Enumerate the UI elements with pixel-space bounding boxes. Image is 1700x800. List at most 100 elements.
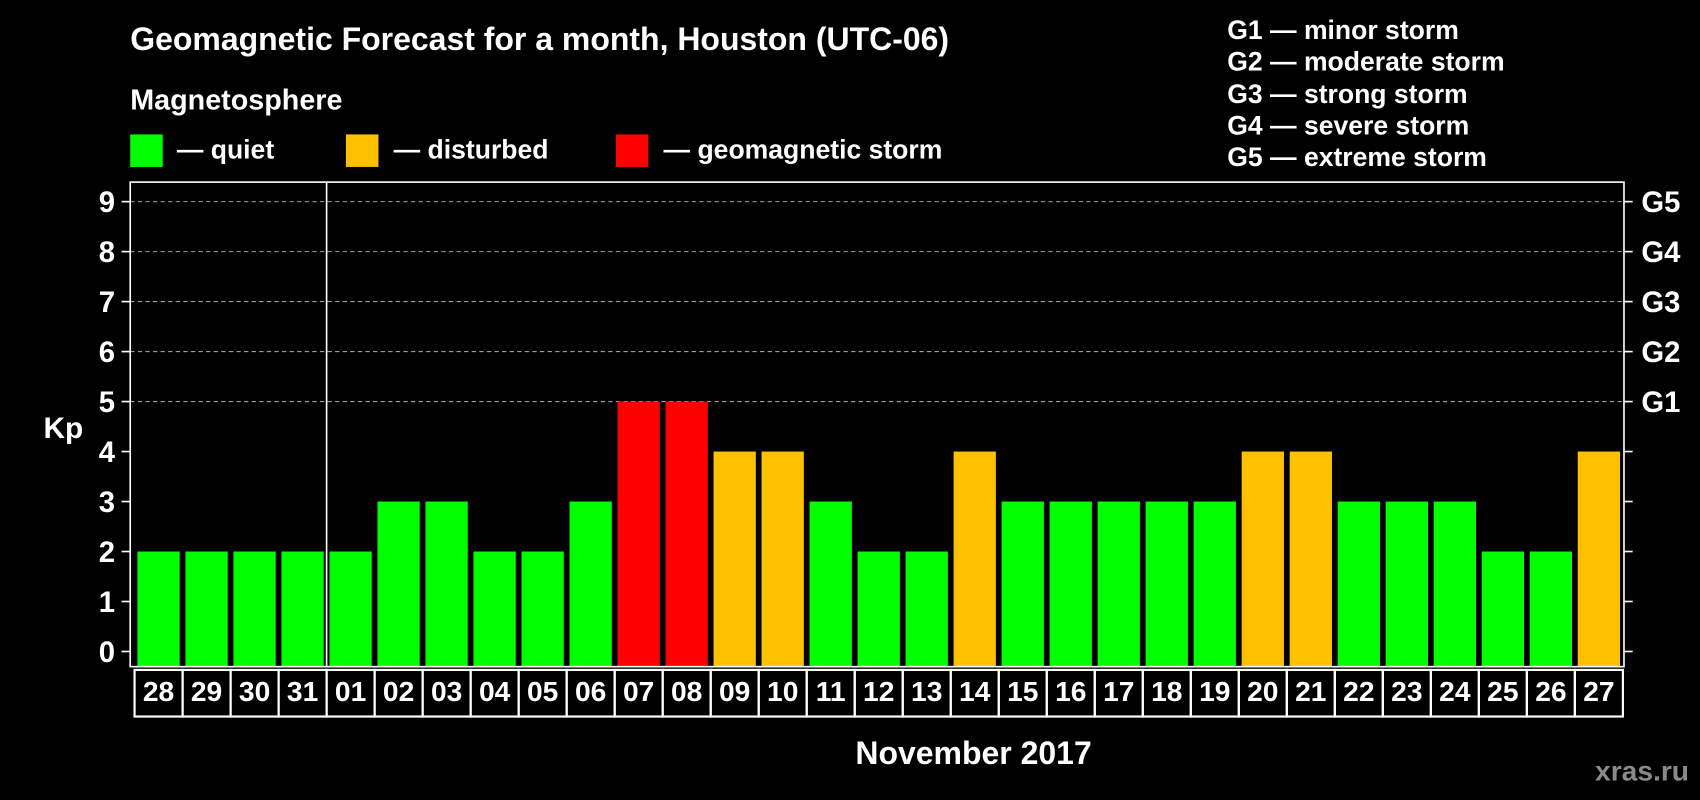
x-tick-label: 12 — [863, 675, 894, 707]
x-tick-label: 08 — [671, 675, 702, 707]
x-tick-label: 09 — [719, 675, 750, 707]
bar-04 — [473, 551, 516, 667]
x-tick-label: 04 — [479, 675, 511, 707]
legend-item-geomagnetic-storm: — geomagnetic storm — [615, 134, 943, 167]
bar-03 — [425, 501, 468, 667]
legend-swatch-geomagnetic-storm — [615, 134, 649, 167]
x-tick-label: 23 — [1391, 675, 1422, 707]
y-tick-label: 0 — [99, 637, 115, 669]
bar-31 — [281, 551, 324, 667]
x-tick-label: 05 — [527, 675, 558, 707]
bar-02 — [377, 501, 420, 667]
x-tick-label: 06 — [575, 675, 606, 707]
x-tick-label: 16 — [1055, 675, 1086, 707]
bar-28 — [137, 551, 180, 667]
bar-11 — [809, 501, 852, 667]
bar-26 — [1529, 551, 1573, 667]
x-tick-label: 18 — [1151, 675, 1182, 707]
bar-09 — [713, 451, 756, 667]
x-tick-label: 21 — [1295, 675, 1326, 707]
bar-19 — [1193, 501, 1236, 667]
legend-heading: Magnetosphere — [130, 84, 342, 116]
y-axis-right: G1 G2 G3 G4 G5 — [1623, 187, 1681, 653]
watermark: xras.ru — [1595, 754, 1689, 786]
storm-level-label-g5: G5 — [1641, 187, 1680, 219]
storm-scale-list: G1 — minor storm G2 — moderate storm G3 … — [1227, 15, 1504, 172]
x-tick-label: 20 — [1247, 675, 1278, 707]
x-tick-label: 22 — [1343, 675, 1374, 707]
bar-01 — [329, 551, 372, 667]
x-tick-label: 02 — [383, 675, 414, 707]
y-tick-label: 9 — [99, 187, 115, 219]
y-tick-label: 1 — [99, 587, 115, 619]
x-tick-label: 10 — [767, 675, 798, 707]
x-tick-label: 28 — [143, 675, 174, 707]
x-tick-cell — [1573, 668, 1624, 718]
y-tick-label: 5 — [99, 387, 115, 419]
y-axis-left: 0 1 2 3 4 5 6 7 8 9 — [99, 187, 131, 669]
bar-21 — [1289, 451, 1332, 667]
storm-level-label-g1: G1 — [1641, 387, 1680, 419]
x-axis: 28 29 30 31 01 02 03 04 05 06 07 08 09 10 11 12 13 14 15 16… — [133, 668, 1624, 718]
storm-scale-g5: G5 — extreme storm — [1227, 142, 1487, 172]
storm-scale-g3: G3 — strong storm — [1227, 79, 1467, 109]
bar-30 — [233, 551, 276, 667]
legend-label-disturbed: — disturbed — [394, 134, 549, 164]
y-tick-label: 2 — [99, 537, 115, 569]
y-tick-label: 6 — [99, 337, 115, 369]
legend-swatch-quiet — [130, 134, 163, 167]
y-axis-label: Kp — [43, 412, 83, 445]
x-tick-label: 25 — [1487, 675, 1518, 707]
legend-swatch-disturbed — [345, 134, 379, 167]
x-axis-label: November 2017 — [855, 735, 1091, 771]
legend-label-quiet: — quiet — [177, 134, 274, 164]
x-tick-label: 24 — [1439, 675, 1471, 707]
bar-18 — [1145, 501, 1188, 667]
x-tick-label: 15 — [1007, 675, 1038, 707]
chart-title: Geomagnetic Forecast for a month, Housto… — [130, 21, 949, 57]
x-tick-label: 11 — [816, 675, 846, 707]
storm-scale-g4: G4 — severe storm — [1227, 110, 1469, 140]
y-tick-label: 3 — [99, 487, 115, 519]
x-tick-label: 31 — [287, 675, 318, 707]
bar-06 — [569, 501, 612, 667]
bar-17 — [1097, 501, 1140, 667]
gridlines — [130, 201, 1624, 403]
x-tick-label: 30 — [239, 675, 270, 707]
bar-25 — [1481, 551, 1524, 667]
bar-08 — [665, 401, 708, 667]
bar-20 — [1241, 451, 1284, 667]
storm-scale-g1: G1 — minor storm — [1227, 15, 1459, 45]
bar-27 — [1577, 451, 1621, 667]
y-tick-label: 4 — [99, 437, 116, 469]
bar-07 — [617, 401, 660, 667]
x-tick-label: 03 — [431, 675, 462, 707]
y-tick-label: 7 — [99, 287, 115, 319]
storm-level-label-g3: G3 — [1641, 287, 1680, 319]
bar-23 — [1385, 501, 1428, 667]
x-tick-label: 29 — [191, 675, 222, 707]
bar-14 — [953, 451, 996, 667]
bar-29 — [185, 551, 228, 667]
bar-15 — [1001, 501, 1044, 667]
legend-item-disturbed: — disturbed — [345, 134, 549, 167]
x-tick-label: 07 — [623, 675, 654, 707]
x-tick-label: 13 — [911, 675, 942, 707]
bar-16 — [1049, 501, 1092, 667]
storm-level-label-g2: G2 — [1641, 337, 1680, 369]
legend-label-geomagnetic-storm: — geomagnetic storm — [664, 134, 943, 164]
bar-10 — [761, 451, 804, 667]
legend-item-quiet: — quiet — [130, 134, 274, 167]
bar-13 — [905, 551, 948, 667]
storm-scale-g2: G2 — moderate storm — [1227, 46, 1504, 76]
x-tick-label: 27 — [1583, 675, 1614, 707]
plot-frame — [129, 181, 1625, 668]
bars — [137, 401, 1621, 667]
x-tick-label: 01 — [335, 675, 366, 707]
bar-12 — [857, 551, 900, 667]
storm-level-label-g4: G4 — [1641, 237, 1681, 269]
bar-05 — [521, 551, 564, 667]
x-tick-label: 17 — [1103, 675, 1134, 707]
y-tick-label: 8 — [99, 237, 115, 269]
